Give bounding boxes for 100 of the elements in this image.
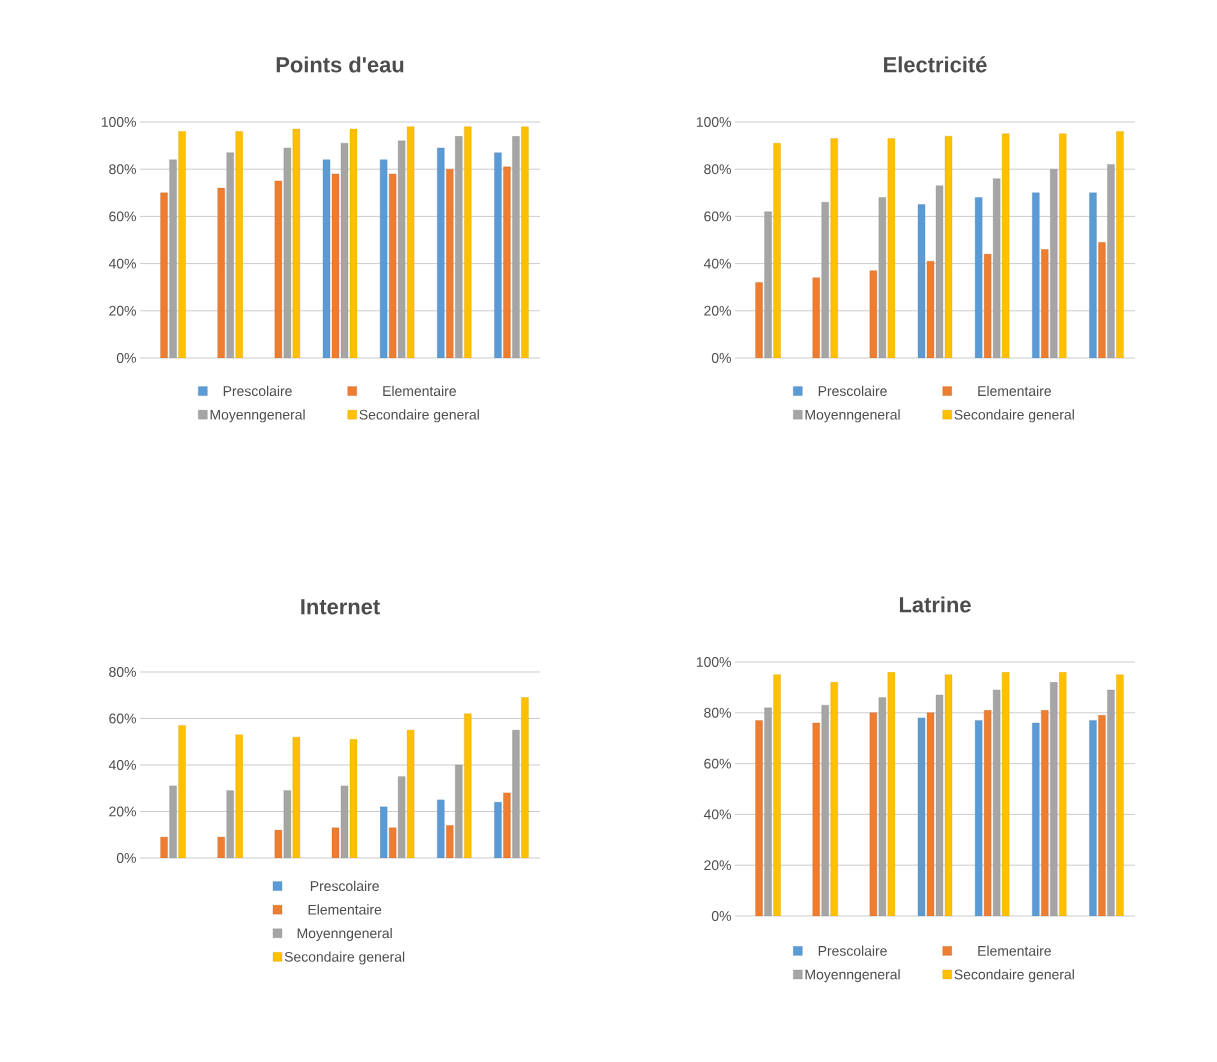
y-tick-label: 60% — [704, 211, 731, 222]
bar — [494, 802, 502, 858]
bar — [217, 187, 225, 358]
chart-title: Points d'eau — [276, 56, 404, 73]
bar — [1098, 715, 1106, 916]
y-tick-label: 20% — [109, 305, 136, 316]
bar — [830, 138, 838, 358]
y-tick-label: 0% — [711, 911, 731, 921]
bar — [764, 707, 772, 916]
legend-label: Prescolaire — [818, 945, 887, 956]
bar — [869, 712, 878, 916]
bar — [169, 159, 177, 358]
bar — [1041, 710, 1049, 916]
bar — [226, 152, 234, 358]
bar — [926, 261, 935, 358]
bar — [1001, 133, 1010, 358]
bar — [274, 180, 283, 358]
bar — [446, 169, 454, 358]
bar — [1107, 164, 1115, 358]
bar — [1107, 689, 1115, 916]
y-tick-label: 80% — [704, 164, 731, 175]
bar — [869, 270, 878, 358]
bar — [812, 722, 820, 916]
chart-title: Internet — [301, 599, 380, 615]
y-tick-label: 0% — [711, 353, 731, 363]
bar — [512, 136, 520, 358]
bar — [464, 126, 472, 358]
legend-label: Elementaire — [383, 385, 456, 397]
legend-label: Secondaire general — [359, 409, 479, 423]
bar — [340, 143, 349, 358]
bar — [349, 128, 358, 358]
bar — [812, 277, 820, 358]
bar — [755, 720, 763, 916]
bar — [887, 672, 896, 916]
bar — [1059, 672, 1067, 916]
bar — [178, 725, 186, 858]
bar — [764, 211, 772, 358]
bar — [217, 836, 225, 858]
chart-title: Latrine — [899, 596, 971, 613]
chart-title: Electricité — [884, 56, 987, 73]
bar — [1059, 133, 1067, 358]
bar — [389, 173, 397, 358]
y-tick-label: 20% — [704, 860, 731, 871]
bar — [773, 143, 781, 358]
bar — [292, 736, 300, 858]
legend-label: Moyenngeneral — [297, 927, 392, 941]
legend-label: Prescolaire — [310, 880, 379, 892]
bar — [521, 697, 529, 858]
bar — [160, 192, 168, 358]
bar — [830, 682, 838, 916]
y-tick-label: 40% — [108, 258, 136, 269]
bar — [1041, 249, 1049, 358]
y-tick-label: 60% — [109, 713, 136, 724]
bar — [773, 674, 781, 916]
bar — [887, 138, 896, 358]
legend-label: Elementaire — [978, 385, 1051, 397]
bar — [235, 131, 243, 358]
bar — [503, 792, 511, 858]
legend-label: Secondaire general — [954, 409, 1074, 423]
legend-label: Secondaire general — [284, 951, 405, 965]
bar — [821, 705, 829, 916]
y-tick-label: 40% — [703, 258, 731, 269]
bar — [935, 185, 944, 358]
legend-label: Moyenngeneral — [805, 969, 900, 983]
legend-label: Elementaire — [308, 904, 382, 915]
legend-label: Elementaire — [978, 945, 1051, 956]
bar — [406, 126, 415, 358]
bar — [984, 254, 992, 358]
legend-label: Prescolaire — [818, 385, 887, 397]
bar — [331, 827, 340, 858]
bar — [160, 836, 168, 858]
y-tick-label: 100% — [696, 657, 731, 667]
bar — [292, 128, 300, 358]
bar — [521, 126, 529, 358]
bar — [437, 799, 445, 858]
y-tick-label: 40% — [703, 809, 731, 820]
legend-label: Moyenngeneral — [805, 409, 900, 423]
y-tick-label: 0% — [116, 853, 136, 863]
bar — [1116, 674, 1124, 916]
legend-label: Prescolaire — [223, 385, 292, 397]
legend-label: Secondaire general — [954, 969, 1074, 983]
bar — [455, 136, 463, 358]
bar — [984, 710, 992, 916]
bar — [235, 734, 243, 858]
bar — [944, 136, 953, 358]
bar — [926, 712, 935, 916]
bar — [464, 713, 472, 858]
y-tick-label: 100% — [101, 117, 136, 127]
bar — [821, 202, 829, 358]
y-tick-label: 40% — [108, 760, 136, 770]
bar — [331, 173, 340, 358]
bar — [274, 829, 283, 858]
bar — [935, 694, 944, 916]
bar — [1001, 672, 1010, 916]
bar — [755, 282, 763, 358]
y-tick-label: 60% — [704, 758, 731, 769]
y-tick-label: 60% — [109, 211, 136, 222]
bar — [944, 674, 953, 916]
bar — [503, 166, 511, 358]
bar — [397, 140, 406, 358]
